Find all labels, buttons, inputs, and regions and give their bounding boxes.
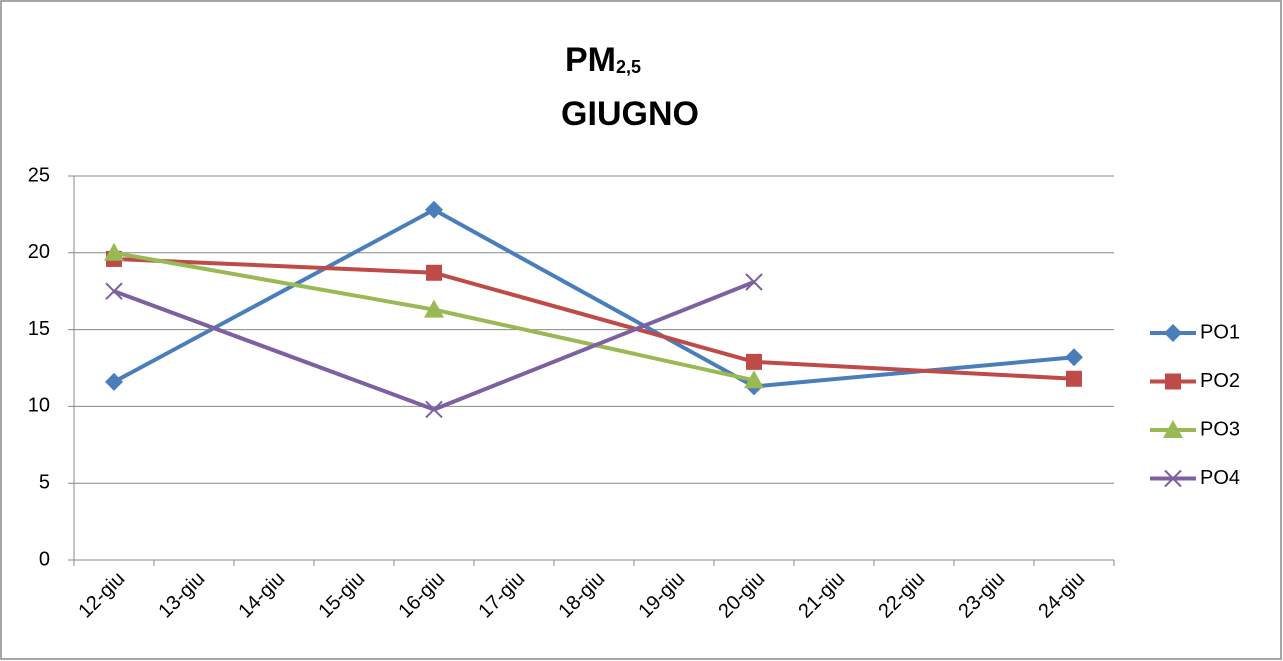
y-tick-label: 0 (39, 548, 50, 570)
marker (1066, 370, 1082, 387)
marker (424, 299, 444, 318)
y-tick-label: 5 (39, 471, 50, 493)
y-tick-label: 20 (28, 241, 50, 263)
marker (744, 370, 764, 389)
marker (426, 264, 442, 281)
series-line (113, 256, 1075, 381)
marker (1165, 373, 1181, 390)
marker (1164, 469, 1182, 488)
legend-label: PO2 (1200, 370, 1240, 392)
legend-label: PO3 (1200, 418, 1240, 440)
marker (425, 200, 443, 219)
y-tick-label: 15 (28, 318, 50, 340)
legend-label: PO4 (1200, 467, 1240, 489)
chart-title: PM (565, 41, 616, 79)
y-tick-label: 10 (28, 395, 50, 417)
marker (746, 353, 762, 370)
marker (105, 372, 123, 391)
chart-subtitle: GIUGNO (561, 95, 699, 133)
legend-label: PO1 (1200, 321, 1240, 343)
marker (1163, 420, 1183, 438)
marker (1065, 348, 1083, 367)
chart-title-group: PM2,5 (565, 41, 641, 79)
marker (104, 242, 124, 261)
marker (1164, 324, 1182, 342)
marker (105, 282, 123, 300)
y-tick-label: 25 (28, 164, 50, 186)
marker (425, 400, 443, 419)
marker (745, 273, 763, 291)
chart-title-subscript: 2,5 (616, 57, 641, 77)
